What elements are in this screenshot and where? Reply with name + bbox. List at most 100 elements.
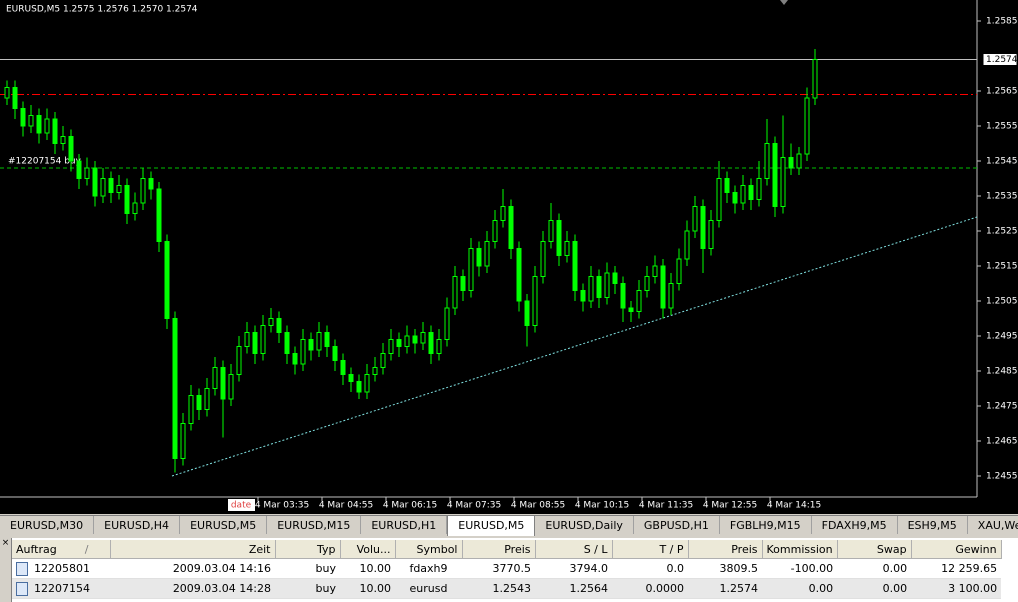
- cell-text: 3809.5: [719, 562, 759, 575]
- order-row[interactable]: 12205801 2009.03.04 14:16 buy 10.00 fdaxh9 37…: [12, 558, 1002, 579]
- tab[interactable]: EURUSD,M15: [267, 516, 362, 534]
- candle-body: [732, 192, 738, 204]
- candle-body: [212, 367, 218, 389]
- y-tick-label: 1.2565: [986, 87, 1018, 97]
- candle-body: [444, 307, 450, 340]
- cell: eurusd: [395, 578, 462, 599]
- tab[interactable]: XAU,Weekly: [968, 516, 1018, 534]
- column-header[interactable]: Auftrag /: [12, 540, 111, 559]
- candle-body: [724, 178, 730, 193]
- candle-body: [564, 241, 570, 256]
- cell-text: 0.0000: [645, 582, 685, 595]
- tab[interactable]: GBPUSD,H1: [634, 516, 720, 534]
- cell-text: -100.00: [790, 562, 834, 575]
- tab[interactable]: EURUSD,M5: [447, 516, 536, 536]
- candle-body: [300, 339, 306, 365]
- tab[interactable]: EURUSD,M5: [180, 516, 268, 534]
- tab[interactable]: FGBLH9,M15: [720, 516, 812, 534]
- header-text: Auftrag: [16, 542, 57, 556]
- candle-body: [612, 272, 618, 284]
- column-header[interactable]: Preis: [688, 540, 763, 559]
- x-tick-label: 4 Mar 11:35: [639, 501, 693, 511]
- header-text: Volu...: [356, 542, 391, 556]
- tab[interactable]: ESH9,M5: [898, 516, 968, 534]
- y-tick-label: 1.2475: [986, 402, 1018, 412]
- candle-body: [772, 143, 778, 207]
- chart-bg: [0, 0, 1018, 514]
- cell-text: 1.2574: [719, 582, 759, 595]
- cell-text: 0.00: [882, 562, 908, 575]
- column-header[interactable]: S / L: [535, 540, 613, 559]
- tab[interactable]: EURUSD,M30: [0, 516, 95, 534]
- header-text: Symbol: [416, 542, 458, 556]
- candle-body: [316, 332, 322, 351]
- column-header[interactable]: Volu...: [340, 540, 396, 559]
- candle-body: [652, 265, 658, 277]
- header-text: Preis: [504, 542, 531, 556]
- cell-text: 3794.0: [569, 562, 609, 575]
- column-header[interactable]: Kommission: [762, 540, 838, 559]
- tab[interactable]: FDAXH9,M5: [812, 516, 898, 534]
- candle-body: [692, 206, 698, 232]
- candle-body: [532, 276, 538, 326]
- candle-body: [404, 335, 410, 347]
- candle-body: [748, 185, 754, 200]
- cell: -100.00: [762, 558, 838, 579]
- candle-body: [148, 178, 154, 190]
- column-header[interactable]: Gewinn: [911, 540, 1002, 559]
- tab-bar: EURUSD,M30 EURUSD,H4 EURUSD,M5 EURUSD,M15 EU…: [0, 515, 1018, 538]
- header-text: T / P: [659, 542, 684, 556]
- candle-body: [516, 248, 522, 302]
- candle-body: [596, 276, 602, 298]
- cell-text: 1.2564: [569, 582, 609, 595]
- tab[interactable]: EURUSD,Daily: [535, 516, 634, 534]
- candle-body: [68, 136, 74, 162]
- candle-body: [380, 353, 386, 368]
- candle-body: [28, 115, 34, 127]
- cell-text: 0.00: [808, 582, 834, 595]
- chart: EURUSD,M5 1.2575 1.2576 1.2570 1.2574 da…: [0, 0, 1018, 514]
- candle-body: [228, 374, 234, 400]
- candle-body: [172, 318, 178, 459]
- order-icon: [16, 561, 28, 576]
- candle-body: [388, 339, 394, 354]
- column-header[interactable]: Zeit: [110, 540, 276, 559]
- cell: 10.00: [340, 578, 395, 599]
- y-tick-label: 1.2495: [986, 332, 1018, 342]
- column-header[interactable]: T / P: [612, 540, 689, 559]
- cell-text: 10.00: [359, 562, 392, 575]
- candle-body: [812, 59, 818, 99]
- candle-body: [132, 202, 138, 214]
- candle-body: [428, 332, 434, 354]
- candle-body: [452, 276, 458, 309]
- cell: buy: [275, 558, 340, 579]
- tab[interactable]: EURUSD,H1: [361, 516, 448, 534]
- candle-body: [668, 283, 674, 309]
- candle-body: [540, 241, 546, 277]
- candle-body: [500, 206, 506, 221]
- candle-body: [124, 185, 130, 214]
- candle-body: [660, 265, 666, 309]
- header-text: S / L: [583, 542, 608, 556]
- cell-text: buy: [315, 582, 336, 595]
- x-tick-label: 4 Mar 12:55: [703, 501, 757, 511]
- candle-body: [628, 307, 634, 312]
- cell-text: 2009.03.04 14:28: [172, 582, 271, 595]
- candle-body: [508, 206, 514, 249]
- order-label: #12207154 buy: [8, 157, 82, 167]
- column-header[interactable]: Typ: [275, 540, 341, 559]
- column-header[interactable]: Swap: [837, 540, 912, 559]
- panel-close[interactable]: ×: [0, 538, 12, 602]
- candle-body: [756, 178, 762, 200]
- tab[interactable]: EURUSD,H4: [94, 516, 181, 534]
- y-tick-label: 1.2585: [986, 17, 1018, 27]
- header-text: Typ: [317, 542, 336, 556]
- order-row[interactable]: 12207154 2009.03.04 14:28 buy 10.00 eurusd 1.…: [12, 578, 1002, 599]
- cell: 3 100.00: [911, 578, 1002, 599]
- column-header[interactable]: Symbol: [395, 540, 463, 559]
- cell-text: fdaxh9: [409, 562, 448, 575]
- cell: 0.0: [612, 558, 688, 579]
- candle-body: [20, 108, 26, 127]
- date-label: date: [231, 501, 252, 511]
- column-header[interactable]: Preis: [462, 540, 536, 559]
